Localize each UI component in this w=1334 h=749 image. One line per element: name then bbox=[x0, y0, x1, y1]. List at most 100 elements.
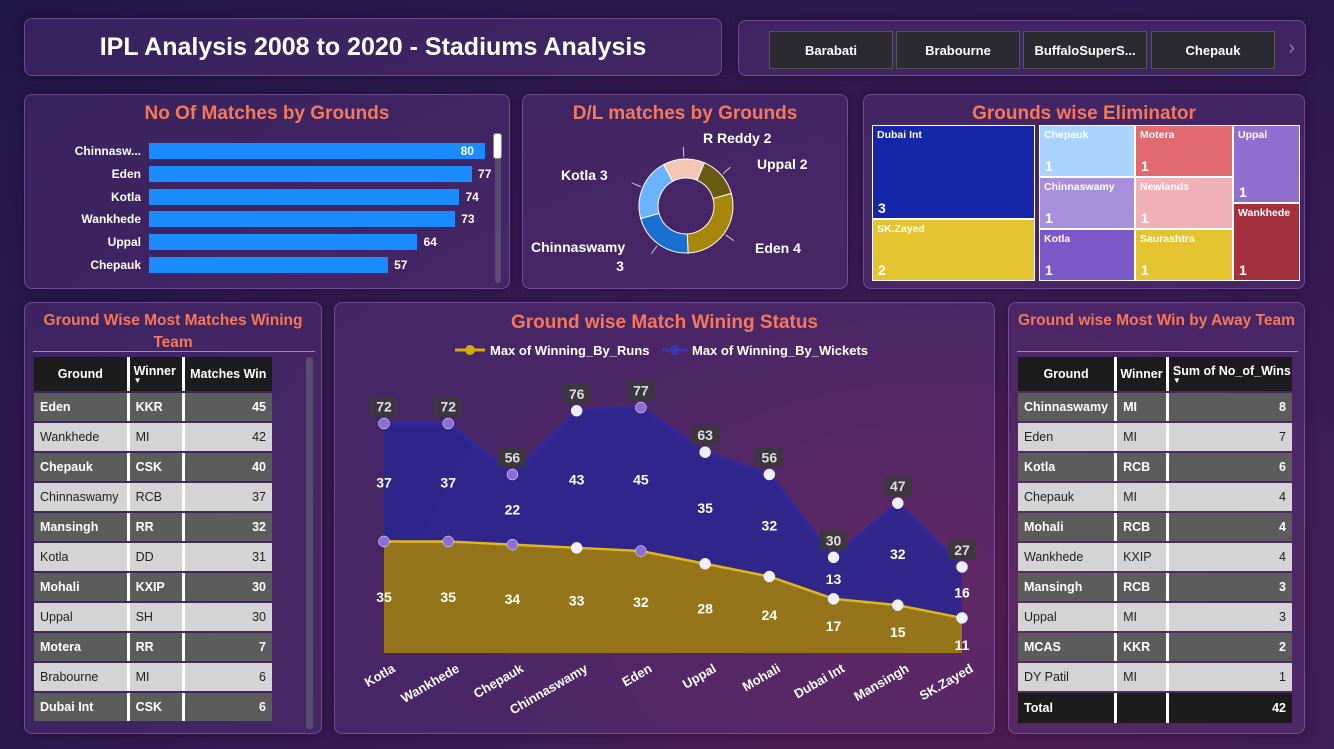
treemap-tile-wankhede[interactable]: Wankhede 1 bbox=[1233, 203, 1300, 281]
bar-chart-scrollbar[interactable] bbox=[495, 133, 501, 283]
slicer-item-brabourne[interactable]: Brabourne bbox=[896, 31, 1020, 69]
bar-row[interactable]: Chepauk 57 bbox=[25, 257, 511, 273]
point-runs-mohali[interactable] bbox=[763, 570, 776, 583]
legend-item-runs[interactable]: Max of Winning_By_Runs bbox=[455, 343, 650, 358]
runs-value-label: 11 bbox=[955, 637, 970, 653]
line-wickets bbox=[384, 406, 963, 568]
table-row[interactable]: Chinnaswamy MI 8 bbox=[1018, 393, 1292, 421]
table-row[interactable]: Dubai Int CSK 6 bbox=[34, 693, 272, 721]
donut-slice-kotla[interactable] bbox=[638, 163, 674, 220]
table-row[interactable]: DY Patil MI 1 bbox=[1018, 663, 1292, 691]
treemap-tile-dubai-int[interactable]: Dubai Int 3 bbox=[872, 125, 1035, 219]
table-row[interactable]: Eden KKR 45 bbox=[34, 393, 272, 421]
table-row[interactable]: MCAS KKR 2 bbox=[1018, 633, 1292, 661]
point-wickets-eden[interactable] bbox=[635, 401, 647, 414]
point-runs-uppal[interactable] bbox=[699, 558, 711, 570]
bar[interactable] bbox=[149, 143, 485, 159]
treemap-tile-saurashtra[interactable]: Saurashtra 1 bbox=[1135, 229, 1233, 281]
chevron-right-icon[interactable]: › bbox=[1288, 37, 1295, 59]
legend-item-wickets[interactable]: Max of Winning_By_Wickets bbox=[662, 343, 868, 358]
point-wickets-mansingh[interactable] bbox=[892, 497, 904, 509]
bar-row[interactable]: Kotla 74 bbox=[25, 188, 511, 205]
point-runs-kotla[interactable] bbox=[378, 535, 390, 548]
point-wickets-uppal[interactable] bbox=[699, 446, 711, 458]
point-runs-chepauk[interactable] bbox=[506, 538, 519, 551]
table-row[interactable]: Uppal MI 3 bbox=[1018, 603, 1292, 631]
point-runs-wankhede[interactable] bbox=[442, 535, 454, 548]
table-row[interactable]: Mansingh RR 32 bbox=[34, 513, 272, 541]
col-header-winner[interactable]: Winner bbox=[1117, 357, 1169, 391]
table-row[interactable]: Brabourne MI 6 bbox=[34, 663, 272, 691]
total-label-box bbox=[691, 425, 720, 446]
point-runs-sk-zayed[interactable] bbox=[956, 612, 968, 624]
bar[interactable] bbox=[149, 257, 389, 273]
treemap-tile-newlands[interactable]: Newlands 1 bbox=[1135, 177, 1233, 229]
slicer-item-buffalo[interactable]: BuffaloSuperS... bbox=[1023, 31, 1147, 69]
x-tick-label: Dubai Int bbox=[791, 660, 847, 701]
col-header-ground[interactable]: Ground bbox=[1018, 357, 1118, 391]
bar[interactable] bbox=[149, 165, 473, 182]
point-wickets-sk-zayed[interactable] bbox=[956, 561, 968, 573]
treemap-tile-chinnaswamy[interactable]: Chinnaswamy 1 bbox=[1039, 177, 1135, 229]
table-row[interactable]: Wankhede MI 42 bbox=[34, 423, 272, 451]
table-row[interactable]: Wankhede KXIP 4 bbox=[1018, 543, 1292, 571]
point-runs-dubai-int[interactable] bbox=[827, 593, 840, 605]
treemap-tile-motera[interactable]: Motera 1 bbox=[1135, 125, 1233, 177]
donut-slice-chinnaswamy[interactable] bbox=[640, 212, 689, 254]
point-wickets-mohali[interactable] bbox=[763, 468, 776, 481]
slicer-item-chepauk[interactable]: Chepauk bbox=[1151, 31, 1275, 69]
table-row[interactable]: Mohali RCB 4 bbox=[1018, 513, 1292, 541]
bar-row[interactable]: Wankhede 73 bbox=[25, 211, 511, 228]
table-row[interactable]: Eden MI 7 bbox=[1018, 423, 1292, 451]
point-runs-chinnaswamy[interactable] bbox=[570, 542, 583, 554]
col-header-sum-wins[interactable]: Sum of No_of_Wins ▼ bbox=[1168, 357, 1292, 391]
table-row[interactable]: Kotla DD 31 bbox=[34, 543, 272, 571]
bar-row[interactable]: Uppal 64 bbox=[25, 234, 511, 251]
bar-value-label: 77 bbox=[478, 166, 492, 181]
table-row[interactable]: Chepauk MI 4 bbox=[1018, 483, 1292, 511]
slicer-item-barabati[interactable]: Barabati bbox=[769, 31, 893, 69]
table-row[interactable]: Chinnaswamy RCB 37 bbox=[34, 483, 272, 511]
bar[interactable] bbox=[149, 188, 460, 205]
treemap-tile-uppal[interactable]: Uppal 1 bbox=[1233, 125, 1300, 203]
point-wickets-wankhede[interactable] bbox=[442, 417, 454, 430]
cell-winner: DD bbox=[129, 543, 185, 571]
cell-ground: DY Patil bbox=[1018, 663, 1118, 691]
point-wickets-kotla[interactable] bbox=[378, 417, 390, 430]
point-runs-eden[interactable] bbox=[635, 545, 647, 557]
bar-row[interactable]: Eden 77 bbox=[25, 165, 511, 182]
col-header-winner[interactable]: Winner ▼ bbox=[129, 357, 185, 391]
bar-chart-scroll-thumb[interactable] bbox=[493, 133, 502, 159]
table-row[interactable]: Uppal SH 30 bbox=[34, 603, 272, 631]
donut-leader-line bbox=[631, 182, 642, 188]
bar-label: Wankhede bbox=[81, 212, 141, 227]
donut-label-text: R Reddy 2 bbox=[703, 130, 772, 146]
donut-label: Chinnaswamy 3 bbox=[531, 239, 625, 274]
cell-ground: Uppal bbox=[1018, 603, 1118, 631]
table-row[interactable]: Mansingh RCB 3 bbox=[1018, 573, 1292, 601]
bar[interactable] bbox=[149, 234, 418, 251]
point-wickets-chinnaswamy[interactable] bbox=[570, 405, 583, 417]
bar-value-label: 80 bbox=[460, 144, 474, 158]
table-row[interactable]: Kotla RCB 6 bbox=[1018, 453, 1292, 481]
treemap-tile-chepauk[interactable]: Chepauk 1 bbox=[1039, 125, 1135, 177]
cell-winner: RR bbox=[129, 513, 185, 541]
table-row[interactable]: Mohali KXIP 30 bbox=[34, 573, 272, 601]
table-row[interactable]: Chepauk CSK 40 bbox=[34, 453, 272, 481]
point-wickets-chepauk[interactable] bbox=[506, 468, 519, 481]
treemap-tile-sk-zayed[interactable]: SK.Zayed 2 bbox=[872, 219, 1035, 281]
treemap-tile-kotla[interactable]: Kotla 1 bbox=[1039, 229, 1135, 281]
col-header-ground[interactable]: Ground bbox=[34, 357, 130, 391]
donut-slice-uppal[interactable] bbox=[696, 162, 732, 200]
point-runs-mansingh[interactable] bbox=[892, 599, 904, 611]
total-label-text: 27 bbox=[954, 542, 970, 558]
bar-row[interactable]: Chinnasw... 80 bbox=[25, 143, 511, 159]
col-header-matches-win[interactable]: Matches Win bbox=[184, 357, 272, 391]
cell-winner: MI bbox=[1117, 483, 1169, 511]
left-table-scrollbar[interactable] bbox=[306, 357, 313, 729]
point-wickets-dubai-int[interactable] bbox=[827, 551, 840, 564]
table-row[interactable]: Motera RR 7 bbox=[34, 633, 272, 661]
cell-ground: Uppal bbox=[34, 603, 130, 631]
bar[interactable] bbox=[149, 211, 456, 228]
donut-slice-eden[interactable] bbox=[686, 192, 734, 254]
